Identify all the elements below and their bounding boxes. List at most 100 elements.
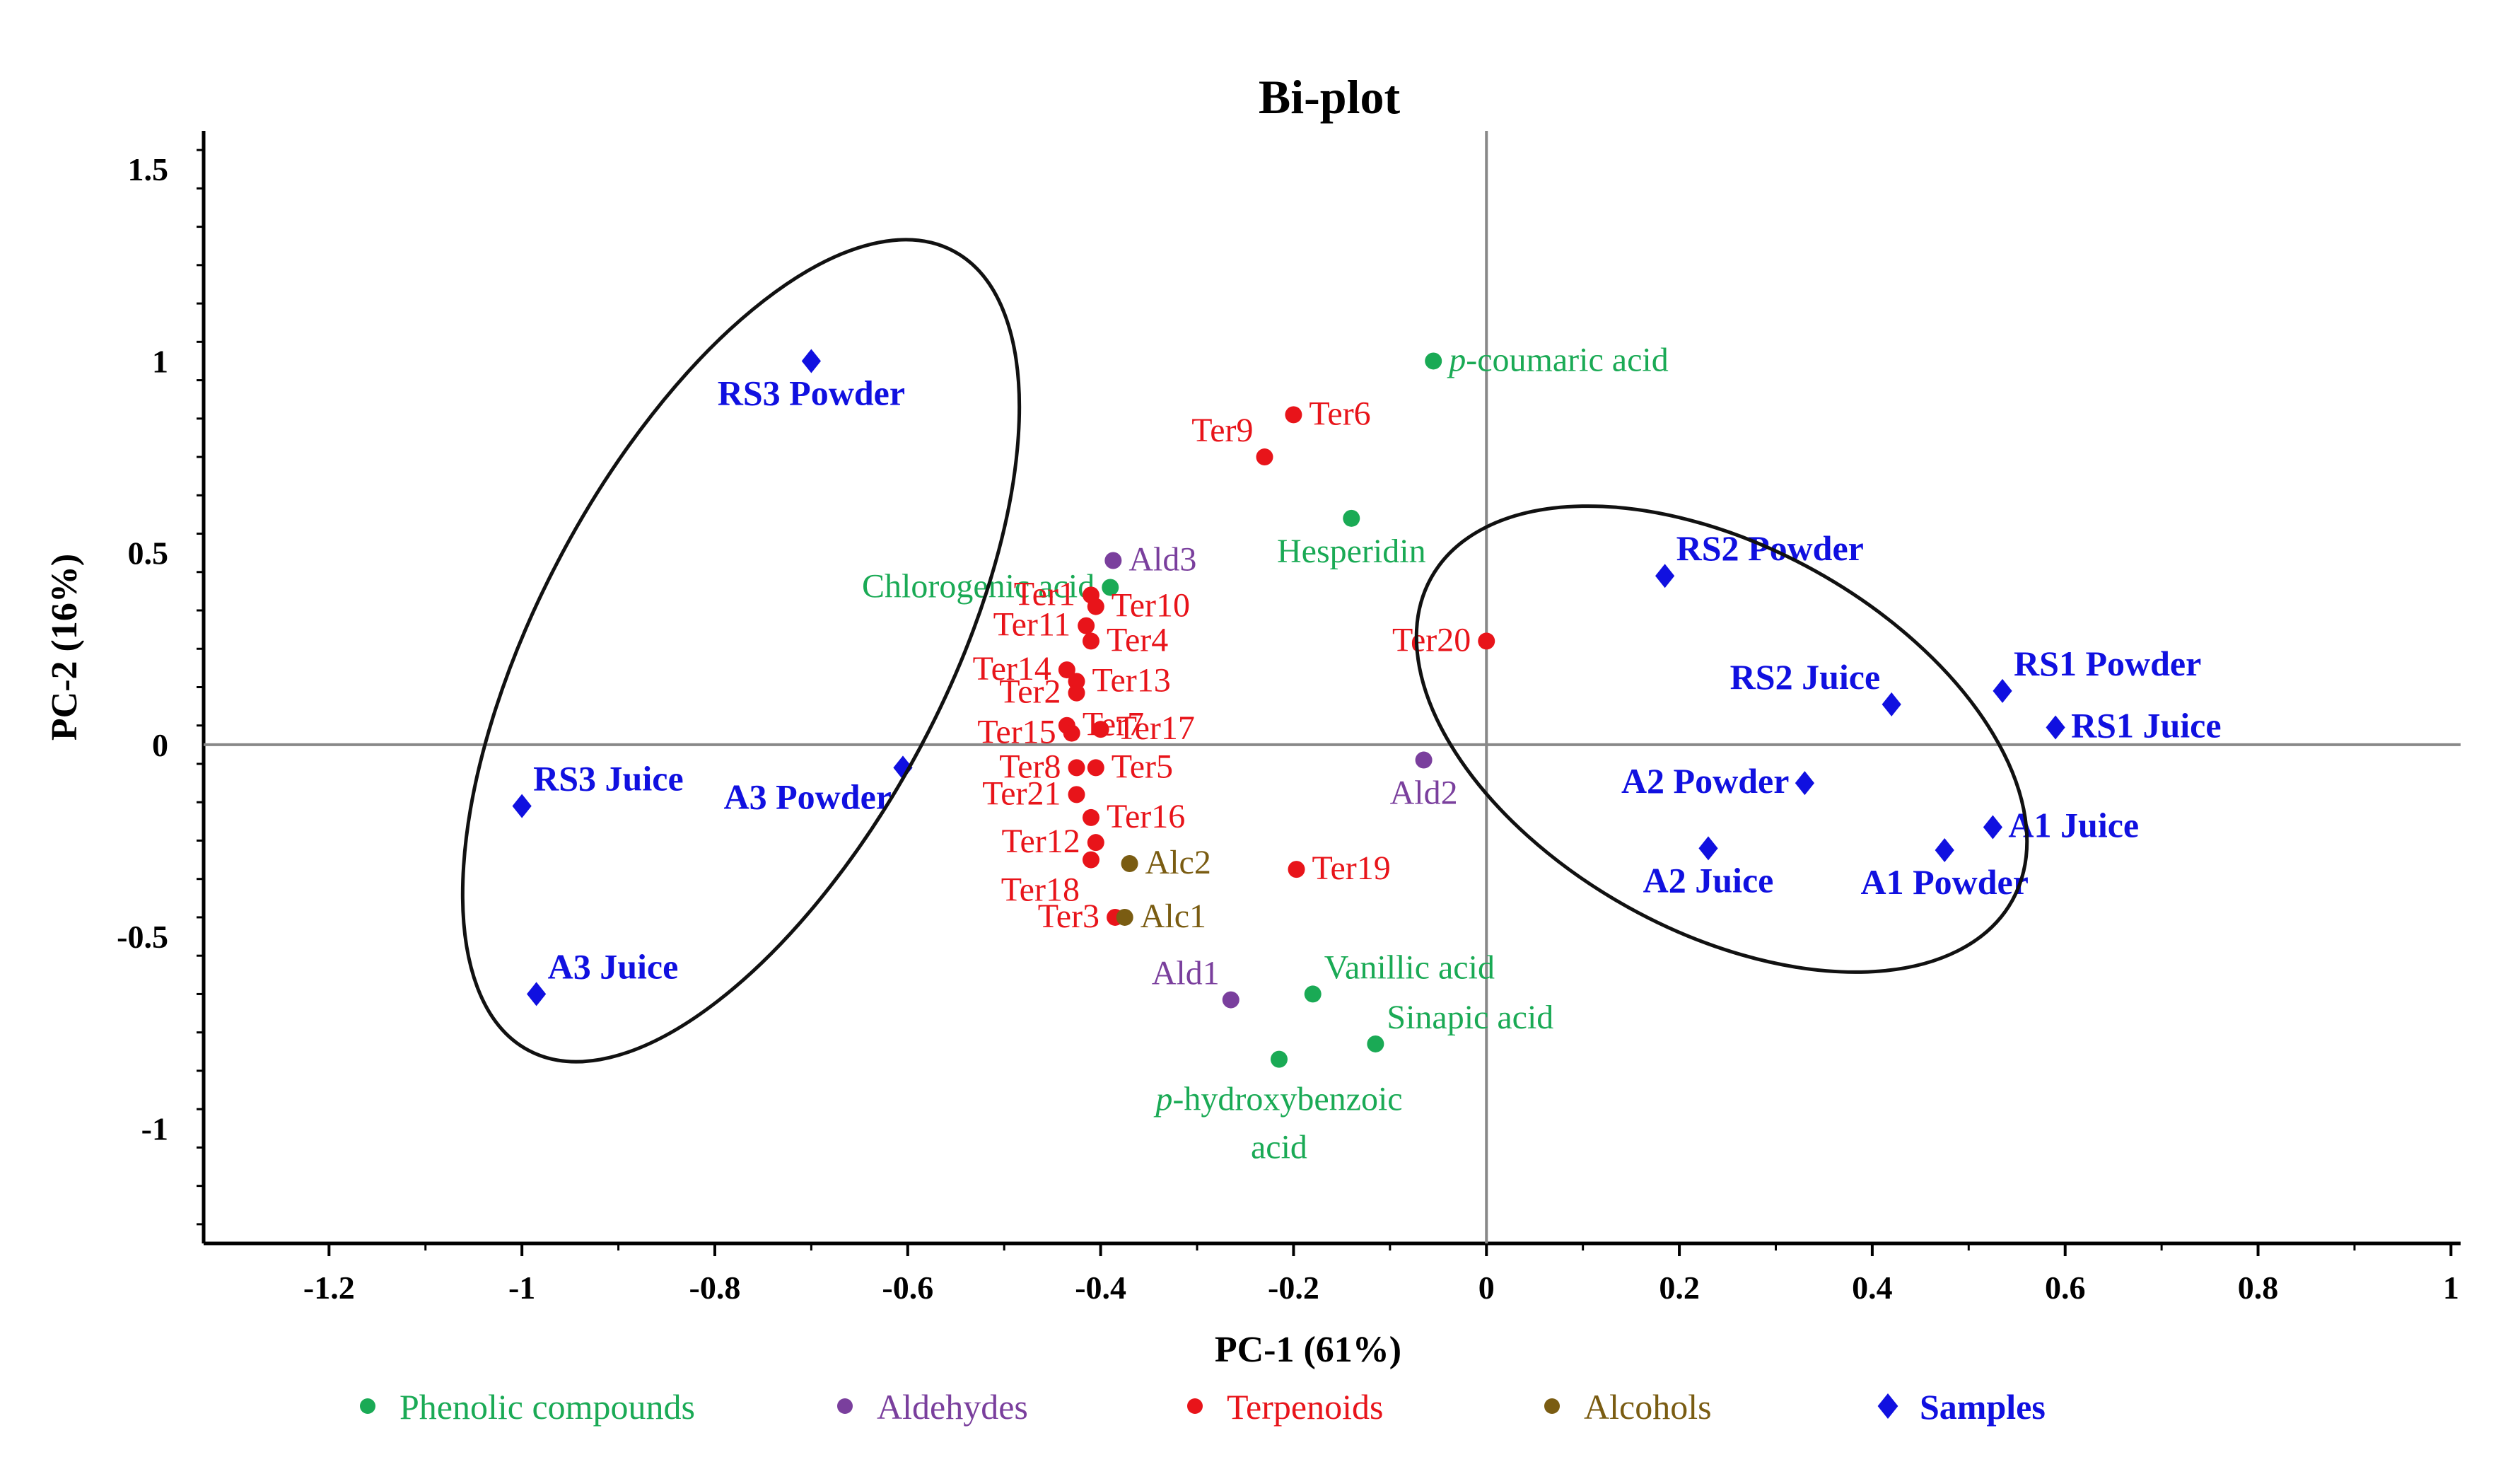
- x-tick-label: -0.8: [689, 1270, 741, 1306]
- x-tick-label: 1: [2443, 1270, 2459, 1306]
- legend-label: Phenolic compounds: [399, 1387, 695, 1427]
- point-label: A2 Juice: [1643, 860, 1774, 900]
- point-label: A3 Powder: [724, 777, 892, 816]
- point-label: Chlorogenic acid: [862, 567, 1095, 605]
- sample-marker: [527, 982, 547, 1006]
- y-tick-label: 1: [152, 343, 168, 379]
- point-label: RS3 Powder: [718, 373, 905, 412]
- point-label: Alc1: [1141, 898, 1206, 935]
- point-label: Ald1: [1152, 955, 1220, 992]
- sample-marker: [1882, 692, 1901, 716]
- phenolic-marker: [1304, 985, 1322, 1003]
- terpenoid-marker: [1082, 632, 1099, 650]
- legend: Phenolic compounds Aldehydes Terpenoids Alc…: [360, 1387, 2046, 1427]
- point-label: Ter15: [977, 714, 1056, 751]
- x-tick-label: -0.2: [1268, 1270, 1319, 1306]
- point-label: Vanillic acid: [1324, 948, 1495, 986]
- point-label: p-hydroxybenzoic: [1153, 1081, 1402, 1118]
- legend-label: Samples: [1920, 1387, 2046, 1427]
- legend-marker: [1544, 1398, 1560, 1414]
- terpenoid-marker: [1068, 684, 1085, 702]
- y-tick-label: 0: [152, 727, 168, 763]
- alcohol-marker: [1116, 908, 1133, 926]
- sample-marker: [1935, 838, 1954, 863]
- point-label: A3 Juice: [548, 946, 679, 986]
- point-label: RS1 Powder: [2014, 644, 2201, 683]
- point-label: Ter4: [1107, 621, 1168, 658]
- left-group-ellipse: [460, 238, 1022, 1064]
- chart-title: Bi-plot: [1259, 70, 1401, 124]
- legend-marker: [360, 1398, 375, 1414]
- x-tick-label: -1.2: [303, 1270, 355, 1306]
- sample-marker: [512, 794, 532, 818]
- point-label: A1 Juice: [2008, 805, 2139, 845]
- legend-marker: [837, 1398, 853, 1414]
- x-tick-label: -1: [508, 1270, 535, 1306]
- terpenoid-marker: [1285, 406, 1302, 424]
- terpenoid-marker: [1478, 632, 1495, 650]
- terpenoid-marker: [1063, 724, 1080, 742]
- phenolic-marker: [1270, 1050, 1288, 1068]
- point-label: Ter2: [999, 673, 1061, 711]
- point-label: Ter16: [1107, 798, 1185, 835]
- x-tick-label: 0.2: [1659, 1270, 1700, 1306]
- point-label: A1 Powder: [1860, 862, 2028, 902]
- point-label: Ter14: [973, 650, 1051, 687]
- phenolic-marker: [1102, 579, 1119, 596]
- x-tick-label: -0.6: [882, 1270, 933, 1306]
- y-tick-label: 1.5: [128, 151, 169, 187]
- point-label: Ald2: [1390, 774, 1458, 812]
- legend-marker: [1877, 1393, 1898, 1419]
- point-label: Ter8: [999, 748, 1061, 785]
- terpenoid-marker: [1068, 786, 1085, 803]
- point-label: Ter17: [1116, 709, 1195, 747]
- legend-label: Alcohols: [1584, 1387, 1712, 1427]
- point-label: RS3 Juice: [533, 759, 684, 799]
- sample-marker: [1698, 836, 1718, 861]
- alcohol-marker: [1121, 855, 1138, 873]
- y-tick-label: -0.5: [117, 919, 168, 955]
- x-tick-label: 0.4: [1852, 1270, 1893, 1306]
- point-label: Ter20: [1392, 621, 1471, 658]
- y-axis-title: PC-2 (16%): [45, 554, 85, 741]
- sample-marker: [2046, 715, 2065, 740]
- point-label: Ter21: [982, 774, 1061, 812]
- terpenoid-marker: [1068, 759, 1085, 777]
- terpenoid-marker: [1288, 861, 1305, 878]
- right-group-ellipse: [1414, 504, 2029, 974]
- point-label: Ter7: [1083, 706, 1144, 743]
- terpenoid-marker: [1087, 598, 1104, 615]
- sample-marker: [893, 755, 913, 780]
- x-axis-title: PC-1 (61%): [1215, 1330, 1401, 1370]
- terpenoid-marker: [1092, 721, 1109, 738]
- phenolic-marker: [1425, 352, 1442, 370]
- point-label: Ter12: [1002, 823, 1080, 860]
- plot-area: -1.2 -1 -0.8 -0.6 -0.4 -0.2 0 0.2 0.4 0.6 0.8 1 1.5 1…: [117, 131, 2461, 1306]
- point-label: Ter1: [1014, 575, 1075, 613]
- sample-marker: [801, 349, 821, 373]
- terpenoid-marker: [1082, 808, 1099, 826]
- x-tick-label: 0.6: [2045, 1270, 2086, 1306]
- x-tick-label: 0.8: [2238, 1270, 2279, 1306]
- point-label: Ter3: [1038, 898, 1099, 935]
- legend-marker: [1187, 1398, 1203, 1414]
- point-label: Sinapic acid: [1387, 999, 1553, 1036]
- terpenoid-marker: [1082, 851, 1099, 869]
- sample-marker: [1983, 815, 2003, 840]
- point-label: p-coumaric acid: [1447, 341, 1669, 378]
- terpenoid-marker: [1087, 759, 1104, 777]
- y-tick-label: 0.5: [128, 535, 169, 571]
- terpenoid-marker: [1256, 448, 1273, 466]
- terpenoid-marker: [1058, 661, 1075, 679]
- x-tick-label: -0.4: [1075, 1270, 1126, 1306]
- sample-marker: [1795, 771, 1815, 796]
- point-label: RS1 Juice: [2071, 705, 2222, 745]
- aldehyde-marker: [1104, 552, 1122, 569]
- point-label: A2 Powder: [1621, 761, 1789, 801]
- point-label: Ter9: [1191, 412, 1253, 449]
- point-label: acid: [1251, 1129, 1307, 1166]
- phenolic-marker: [1367, 1035, 1384, 1052]
- phenolic-marker: [1343, 509, 1360, 527]
- point-label: Hesperidin: [1277, 533, 1426, 570]
- point-label: Ter6: [1309, 395, 1370, 432]
